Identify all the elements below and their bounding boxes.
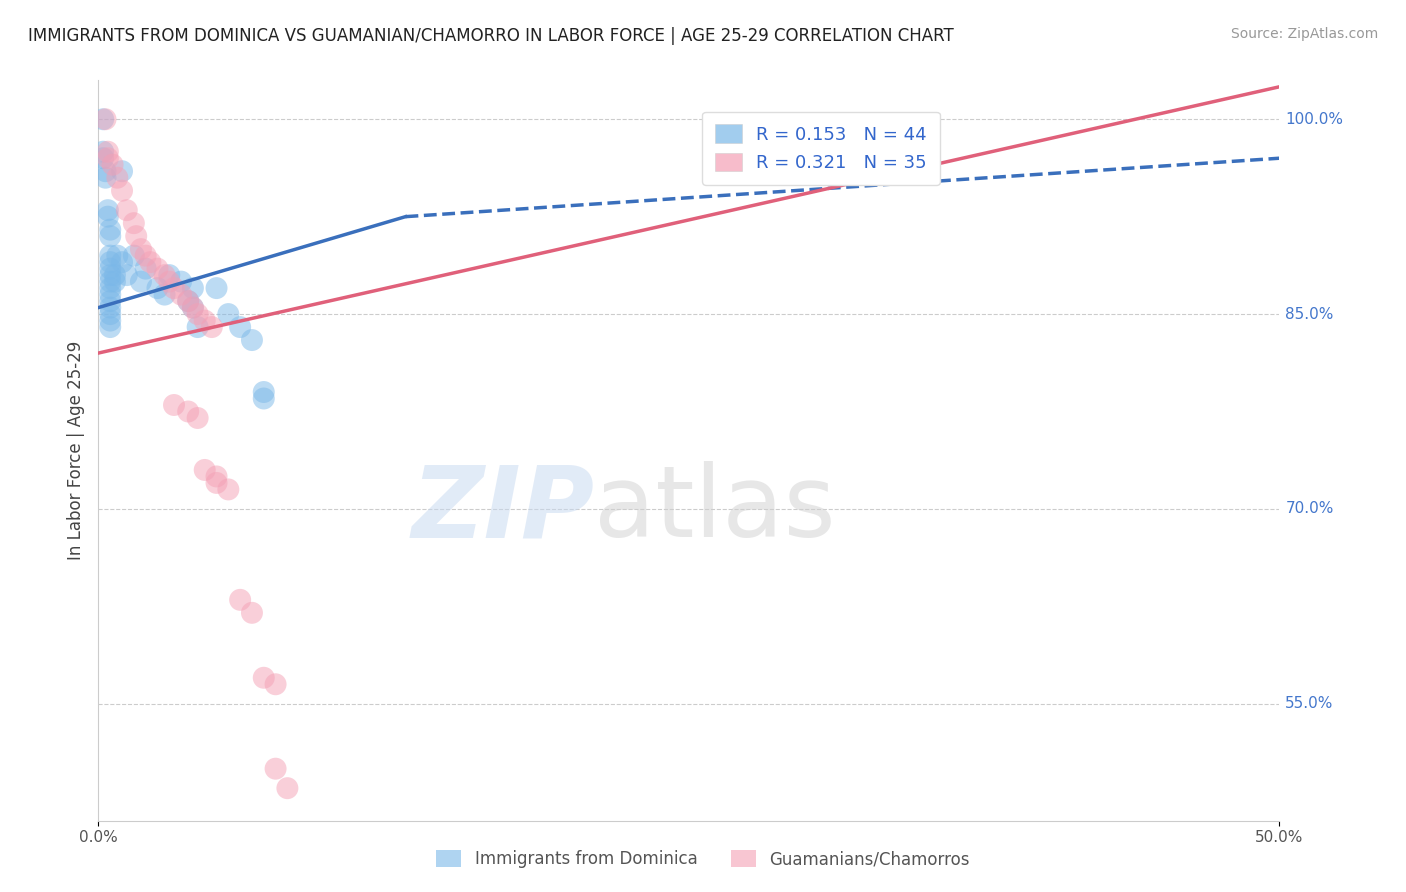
Point <box>105 170 128 185</box>
Point <box>91 112 114 127</box>
Point <box>240 606 263 620</box>
Point <box>104 268 127 282</box>
Point <box>139 255 162 269</box>
Point <box>253 392 276 406</box>
Point <box>201 320 224 334</box>
Point <box>94 170 117 185</box>
Point <box>276 781 298 796</box>
Point <box>177 404 200 418</box>
Point <box>177 294 200 309</box>
Point <box>91 151 114 165</box>
Text: 85.0%: 85.0% <box>1285 307 1334 322</box>
Point <box>111 164 134 178</box>
Point <box>94 112 117 127</box>
Point <box>135 249 157 263</box>
Point <box>101 158 124 172</box>
Point <box>187 307 209 321</box>
Point <box>194 463 217 477</box>
Text: 100.0%: 100.0% <box>1285 112 1343 127</box>
Legend: R = 0.153   N = 44, R = 0.321   N = 35: R = 0.153 N = 44, R = 0.321 N = 35 <box>703 112 939 185</box>
Text: Source: ZipAtlas.com: Source: ZipAtlas.com <box>1230 27 1378 41</box>
Point <box>98 301 121 315</box>
Text: 55.0%: 55.0% <box>1285 697 1334 711</box>
Point <box>105 249 128 263</box>
Point <box>98 261 121 276</box>
Point <box>94 164 117 178</box>
Text: atlas: atlas <box>595 461 837 558</box>
Point <box>264 677 287 691</box>
Legend: Immigrants from Dominica, Guamanians/Chamorros: Immigrants from Dominica, Guamanians/Cha… <box>430 843 976 875</box>
Point <box>98 287 121 301</box>
Point <box>98 294 121 309</box>
Point <box>98 320 121 334</box>
Point <box>253 671 276 685</box>
Point <box>229 320 252 334</box>
Point <box>187 320 209 334</box>
Point <box>146 281 169 295</box>
Point <box>98 255 121 269</box>
Point <box>97 210 120 224</box>
Point <box>98 313 121 327</box>
Point <box>229 592 252 607</box>
Point <box>115 268 138 282</box>
Text: ZIP: ZIP <box>412 461 595 558</box>
Point <box>170 275 193 289</box>
Point <box>163 398 186 412</box>
Point <box>98 222 121 236</box>
Point <box>181 281 204 295</box>
Point <box>135 261 157 276</box>
Point <box>157 268 180 282</box>
Text: IMMIGRANTS FROM DOMINICA VS GUAMANIAN/CHAMORRO IN LABOR FORCE | AGE 25-29 CORREL: IMMIGRANTS FROM DOMINICA VS GUAMANIAN/CH… <box>28 27 953 45</box>
Point <box>129 242 152 256</box>
Point <box>187 411 209 425</box>
Point <box>98 268 121 282</box>
Text: 70.0%: 70.0% <box>1285 501 1334 516</box>
Y-axis label: In Labor Force | Age 25-29: In Labor Force | Age 25-29 <box>66 341 84 560</box>
Point <box>153 268 176 282</box>
Point <box>253 384 276 399</box>
Point <box>170 287 193 301</box>
Point <box>104 275 127 289</box>
Point <box>205 281 228 295</box>
Point <box>111 255 134 269</box>
Point <box>181 301 204 315</box>
Point <box>98 275 121 289</box>
Point <box>111 184 134 198</box>
Point <box>122 249 145 263</box>
Point <box>98 281 121 295</box>
Point <box>146 261 169 276</box>
Point <box>194 313 217 327</box>
Point <box>181 301 204 315</box>
Point <box>97 203 120 218</box>
Point <box>98 249 121 263</box>
Point <box>97 151 120 165</box>
Point <box>205 469 228 483</box>
Point <box>240 333 263 347</box>
Point <box>153 287 176 301</box>
Point <box>98 229 121 244</box>
Point <box>163 281 186 295</box>
Point <box>98 307 121 321</box>
Point <box>157 275 180 289</box>
Point <box>122 216 145 230</box>
Point <box>217 307 239 321</box>
Point <box>205 475 228 490</box>
Point <box>97 145 120 159</box>
Point <box>129 275 152 289</box>
Point <box>217 483 239 497</box>
Point <box>177 294 200 309</box>
Point <box>125 229 148 244</box>
Point <box>115 203 138 218</box>
Point <box>91 145 114 159</box>
Point <box>264 762 287 776</box>
